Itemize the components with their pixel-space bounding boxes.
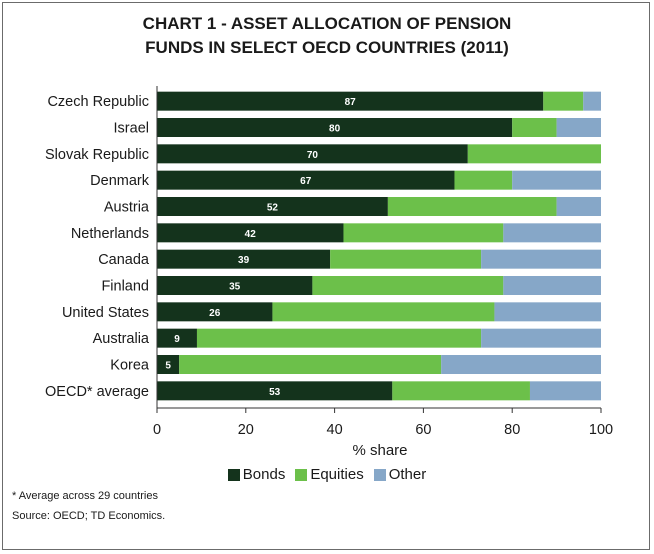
bar-other [441,355,601,374]
bar-equities [196,328,482,348]
legend-item-bonds: Bonds [227,466,286,483]
legend-label-bonds: Bonds [242,466,286,483]
bar-bonds [157,118,513,137]
bar-other [556,118,601,137]
bar-equities [343,223,504,243]
category-label: Australia [93,331,150,347]
footnote: * Average across 29 countries [12,490,158,502]
x-tick-label: 80 [504,422,520,438]
bar-other [481,249,601,269]
x-tick-label: 0 [153,422,161,438]
bar-other [503,223,601,243]
data-label: 87 [345,97,357,108]
category-label: Denmark [90,173,150,189]
x-tick-label: 20 [238,422,254,438]
bar-equities [543,91,584,111]
data-label: 5 [165,361,171,372]
category-label: Korea [110,358,150,374]
category-label: OECD* average [45,384,149,400]
bar-bonds [157,91,544,111]
bar-other [503,276,601,295]
legend-item-equities: Equities [295,466,364,483]
category-label: Netherlands [71,226,149,242]
bar-bonds [157,276,313,295]
data-label: 80 [329,124,341,135]
data-label: 52 [267,203,279,214]
bar-equities [392,381,530,401]
bar-other [556,197,601,216]
bar-bonds [157,170,455,190]
bar-other [481,328,601,348]
legend-swatch-other [373,468,386,481]
bar-bonds [157,144,468,164]
x-tick-label: 40 [327,422,343,438]
chart-title-line-2: FUNDS IN SELECT OECD COUNTRIES (2011) [145,38,509,57]
source-note: Source: OECD; TD Economics. [12,510,166,522]
bar-equities [179,355,442,374]
bar-other [512,170,601,190]
legend-swatch-bonds [227,468,240,481]
bar-equities [272,302,495,322]
bar-equities [387,197,557,216]
legend: Bonds Equities Other [0,466,654,483]
data-label: 9 [174,334,180,345]
category-label: Canada [98,252,150,268]
bar-equities [512,118,557,137]
x-axis-label: % share [352,442,408,459]
bar-other [583,91,601,111]
bar-other [494,302,601,322]
data-label: 70 [307,150,319,161]
bar-bonds [157,381,393,401]
chart-title-line-1: CHART 1 - ASSET ALLOCATION OF PENSION [142,14,512,33]
category-label: United States [62,305,149,321]
category-label: Israel [114,121,149,137]
legend-item-other: Other [373,466,427,483]
x-tick-label: 100 [589,422,613,438]
data-label: 35 [229,282,241,293]
bar-equities [330,249,482,269]
x-tick-label: 60 [415,422,431,438]
data-label: 53 [269,387,281,398]
legend-label-equities: Equities [310,466,364,483]
data-label: 39 [238,255,250,266]
category-label: Czech Republic [47,94,149,110]
category-label: Finland [101,279,149,295]
bar-other [529,381,601,401]
bar-equities [312,276,504,295]
category-label: Austria [104,200,150,216]
bar-equities [454,170,513,190]
bar-bonds [157,197,388,216]
bar-bonds [157,223,344,243]
legend-label-other: Other [388,466,427,483]
bar-bonds [157,302,273,322]
data-label: 42 [245,229,257,240]
bar-bonds [157,328,197,348]
bar-equities [467,144,601,164]
bar-bonds [157,249,331,269]
legend-swatch-equities [295,468,308,481]
category-label: Slovak Republic [45,147,149,163]
data-label: 67 [300,176,312,187]
bar-bonds [157,355,180,374]
data-label: 26 [209,308,221,319]
